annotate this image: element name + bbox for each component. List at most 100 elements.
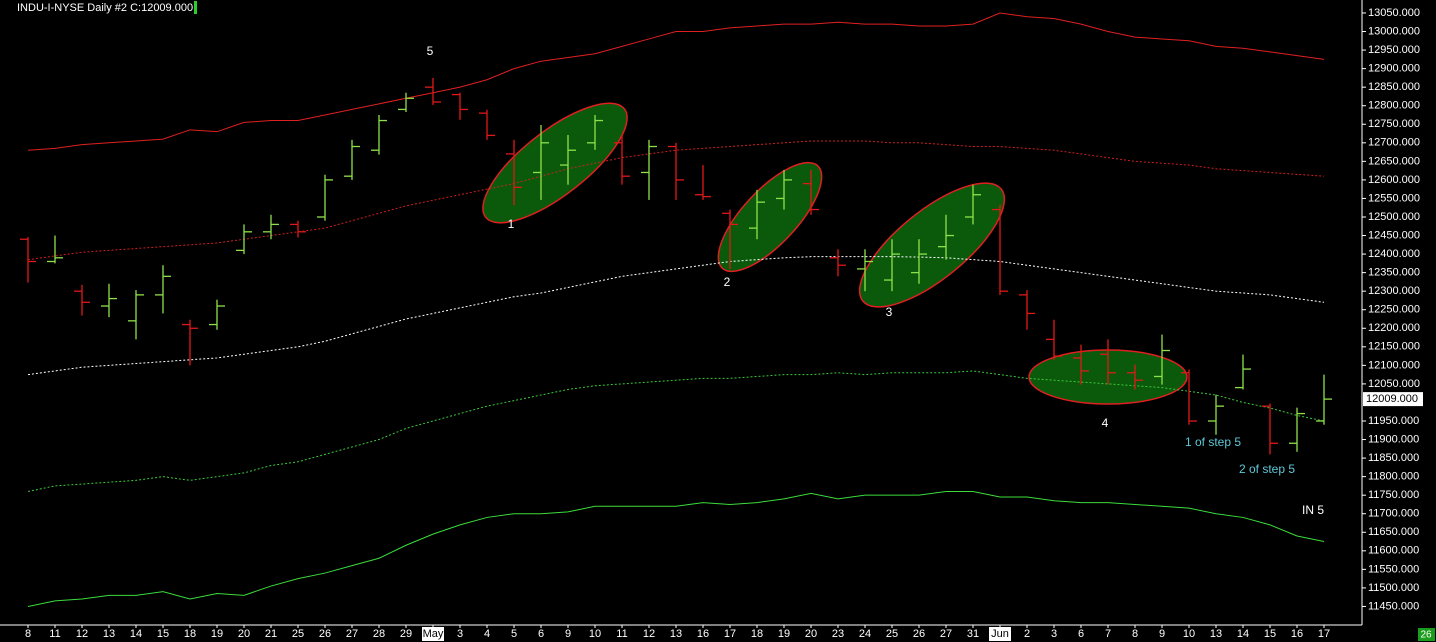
x-tick-label: 19 [778, 628, 790, 640]
annotation: 1 [508, 217, 515, 231]
x-tick-label: 12 [643, 628, 655, 640]
annotation: IN 5 [1302, 503, 1324, 517]
x-tick-label: 3 [457, 628, 463, 640]
y-tick-label: 12150.000 [1368, 341, 1420, 353]
y-tick-label: 11950.000 [1368, 415, 1419, 427]
axis-labels: 11450.00011500.00011550.00011600.0001165… [25, 7, 1423, 641]
x-tick-label: 24 [859, 628, 871, 640]
x-tick-label: 13 [1210, 628, 1222, 640]
annotation: 2 of step 5 [1239, 462, 1295, 476]
x-tick-label: 2 [1024, 628, 1030, 640]
annotation: 1 of step 5 [1185, 435, 1241, 449]
y-tick-label: 11600.000 [1368, 545, 1419, 557]
y-tick-label: 12950.000 [1368, 44, 1420, 56]
x-tick-label: 18 [184, 628, 196, 640]
x-tick-label: 10 [1183, 628, 1195, 640]
x-tick-label: 7 [1105, 628, 1111, 640]
x-tick-label: 17 [724, 628, 736, 640]
x-tick-label: 3 [1051, 628, 1057, 640]
x-tick-label: 15 [157, 628, 169, 640]
y-tick-label: 13050.000 [1368, 7, 1420, 19]
annotation: 5 [427, 44, 434, 58]
y-tick-label: 11850.000 [1368, 452, 1419, 464]
x-tick-label: 13 [670, 628, 682, 640]
y-tick-label: 12900.000 [1368, 63, 1420, 75]
x-tick-label: 6 [1078, 628, 1084, 640]
y-tick-label: 11650.000 [1368, 526, 1419, 538]
y-tick-label: 12200.000 [1368, 322, 1420, 334]
ellipse [858, 182, 1006, 308]
y-tick-label: 11500.000 [1368, 582, 1419, 594]
x-tick-label: 29 [400, 628, 412, 640]
y-tick-label: 11750.000 [1368, 489, 1419, 501]
band-line [27, 12, 1325, 151]
y-tick-label: 12050.000 [1368, 378, 1420, 390]
x-tick-label: 26 [913, 628, 925, 640]
corner-box [1418, 628, 1435, 641]
x-tick-label: 27 [346, 628, 358, 640]
x-tick-label: 13 [103, 628, 115, 640]
y-tick-label: 12550.000 [1368, 192, 1420, 204]
x-tick-label: 9 [1159, 628, 1165, 640]
x-tick-label: 11 [616, 628, 627, 640]
x-tick-label: Jun [991, 628, 1009, 640]
x-tick-label: 23 [832, 628, 844, 640]
y-tick-label: 12600.000 [1368, 174, 1420, 186]
annotation: 2 [724, 275, 731, 289]
y-tick-label: 11550.000 [1368, 563, 1419, 575]
y-tick-label: 11900.000 [1368, 433, 1419, 445]
x-tick-label: 14 [1237, 628, 1249, 640]
y-tick-label: 12750.000 [1368, 118, 1420, 130]
x-tick-label: 8 [1132, 628, 1138, 640]
last-price-box [1363, 392, 1423, 407]
y-tick-label: 12800.000 [1368, 100, 1420, 112]
x-tick-label: 18 [751, 628, 763, 640]
x-tick-label: 27 [940, 628, 952, 640]
x-tick-label: 25 [886, 628, 898, 640]
y-tick-label: 12650.000 [1368, 155, 1420, 167]
y-tick-label: 13000.000 [1368, 25, 1420, 37]
annotation: 3 [886, 305, 893, 319]
month-box [422, 627, 444, 641]
y-tick-label: 12450.000 [1368, 229, 1420, 241]
x-tick-label: 26 [319, 628, 331, 640]
y-tick-label: 12300.000 [1368, 285, 1420, 297]
corner-label: 26 [1420, 630, 1432, 641]
price-bars [20, 77, 1332, 455]
x-tick-label: 21 [265, 628, 277, 640]
x-tick-label: 20 [805, 628, 817, 640]
x-tick-label: 10 [589, 628, 601, 640]
x-tick-label: 16 [697, 628, 709, 640]
x-tick-label: 16 [1291, 628, 1303, 640]
highlight-ellipses [482, 102, 1188, 405]
ellipse [717, 161, 823, 273]
y-tick-label: 12350.000 [1368, 267, 1420, 279]
x-tick-label: 28 [373, 628, 385, 640]
month-box [989, 627, 1011, 641]
band-line [27, 490, 1325, 607]
y-tick-label: 12850.000 [1368, 81, 1420, 93]
x-tick-label: 12 [76, 628, 88, 640]
x-tick-label: 6 [538, 628, 544, 640]
y-tick-label: 12500.000 [1368, 211, 1420, 223]
x-tick-label: 8 [25, 628, 31, 640]
x-tick-label: 9 [565, 628, 571, 640]
x-tick-label: 15 [1264, 628, 1276, 640]
x-tick-label: 31 [967, 628, 979, 640]
x-tick-label: 5 [511, 628, 517, 640]
y-tick-label: 12700.000 [1368, 137, 1420, 149]
ellipse [482, 102, 628, 224]
x-tick-label: May [423, 628, 444, 640]
x-tick-label: 17 [1318, 628, 1330, 640]
y-tick-label: 12100.000 [1368, 359, 1420, 371]
x-tick-label: 19 [211, 628, 223, 640]
title-marker [194, 1, 197, 14]
y-tick-label: 11450.000 [1368, 600, 1419, 612]
chart-title: INDU-I-NYSE Daily #2 C:12009.000 [17, 2, 193, 14]
x-tick-label: 25 [292, 628, 304, 640]
y-tick-label: 11700.000 [1368, 508, 1419, 520]
y-tick-label: 12400.000 [1368, 248, 1420, 260]
